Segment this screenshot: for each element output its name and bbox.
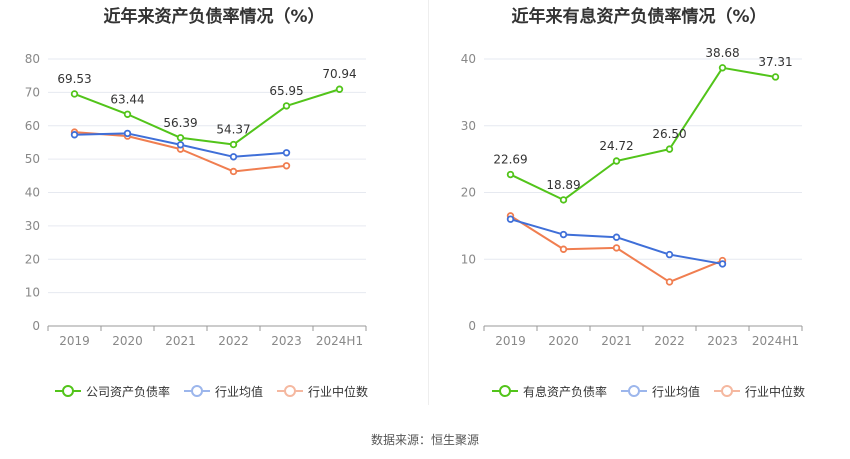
y-tick-label: 70 [25, 85, 40, 99]
data-point [665, 145, 674, 153]
x-tick-label: 2021 [601, 334, 632, 348]
data-label: 22.69 [493, 153, 527, 167]
legend-label: 行业中位数 [745, 384, 806, 399]
legend-marker-icon [492, 385, 518, 397]
x-tick-label: 2020 [112, 334, 143, 348]
data-label: 24.72 [599, 139, 633, 153]
data-source-note: 数据来源：恒生聚源 [370, 433, 479, 447]
x-tick-label: 2024H1 [316, 334, 363, 348]
data-point [612, 244, 621, 252]
y-tick-label: 20 [461, 186, 476, 200]
data-point [282, 102, 291, 110]
y-tick-label: 80 [25, 52, 40, 66]
y-tick-label: 0 [32, 319, 40, 333]
data-point [123, 129, 132, 138]
series-line [74, 88, 340, 146]
data-point [335, 85, 344, 93]
legend-item-industry-avg[interactable]: 行业均值 [621, 383, 700, 400]
legend-item-industry-avg[interactable]: 行业均值 [184, 383, 263, 400]
x-tick-label: 2019 [59, 334, 90, 348]
data-point [718, 64, 727, 72]
data-point [506, 170, 515, 179]
data-label: 18.89 [546, 178, 580, 192]
data-label: 56.39 [163, 116, 197, 130]
data-label: 38.68 [705, 46, 739, 60]
data-label: 70.94 [322, 67, 356, 81]
y-tick-label: 40 [461, 52, 476, 66]
data-point [559, 196, 568, 204]
data-point [176, 134, 185, 142]
data-point [771, 73, 780, 81]
y-tick-label: 60 [25, 119, 40, 133]
chart-title-left: 近年来资产负债率情况（%） [103, 7, 325, 27]
data-point [176, 141, 185, 149]
y-tick-label: 30 [25, 219, 40, 233]
x-tick-label: 2022 [218, 334, 249, 348]
data-point [282, 149, 291, 157]
legend-marker-icon [184, 385, 211, 397]
data-point [612, 233, 621, 241]
data-point [612, 157, 621, 165]
series-line [510, 218, 723, 265]
data-point [559, 245, 568, 253]
chart-title-right: 近年来有息资产负债率情况（%） [511, 7, 767, 27]
data-point [282, 162, 291, 170]
x-tick-label: 2019 [495, 334, 526, 348]
y-tick-label: 30 [461, 119, 476, 133]
legend-item-industry-median[interactable]: 行业中位数 [714, 383, 805, 400]
data-label: 63.44 [110, 92, 144, 106]
legend-label: 公司资产负债率 [86, 384, 171, 399]
y-tick-label: 40 [25, 186, 40, 200]
x-tick-label: 2021 [165, 334, 196, 348]
data-label: 69.53 [57, 72, 91, 86]
data-point [665, 250, 674, 259]
legend-marker-icon [714, 385, 741, 397]
x-tick-label: 2024H1 [752, 334, 799, 348]
data-label: 37.31 [758, 55, 792, 69]
data-label: 54.37 [216, 123, 250, 137]
legend-item-company[interactable]: 公司资产负债率 [55, 383, 170, 400]
data-point [718, 260, 727, 268]
data-label: 26.50 [652, 127, 686, 141]
legend-marker-icon [277, 385, 304, 397]
data-label: 65.95 [269, 84, 303, 98]
data-point [559, 230, 568, 239]
data-point [229, 153, 238, 161]
legend-item-industry-median[interactable]: 行业中位数 [277, 383, 368, 400]
data-point [229, 167, 238, 176]
data-point [70, 90, 79, 98]
data-point [665, 278, 674, 286]
legend-marker-icon [621, 385, 648, 397]
legend-marker-icon [55, 385, 81, 397]
y-tick-label: 10 [25, 286, 40, 300]
series-line [510, 66, 776, 201]
legend-left: 公司资产负债率 行业均值 行业中位数 [55, 381, 368, 401]
x-tick-label: 2022 [654, 334, 685, 348]
legend-right: 有息资产负债率 行业均值 行业中位数 [492, 381, 805, 401]
x-tick-label: 2023 [707, 334, 738, 348]
x-tick-label: 2023 [271, 334, 302, 348]
legend-label: 行业中位数 [308, 384, 369, 399]
y-tick-label: 0 [468, 319, 476, 333]
data-point [506, 215, 515, 223]
y-tick-label: 10 [461, 252, 476, 266]
y-tick-label: 50 [25, 152, 40, 166]
legend-label: 有息资产负债率 [523, 384, 608, 399]
data-point [229, 140, 238, 149]
data-point [123, 110, 132, 118]
data-point [70, 131, 79, 139]
legend-label: 行业均值 [652, 384, 701, 399]
panel-divider [428, 0, 429, 405]
legend-item-company[interactable]: 有息资产负债率 [492, 383, 607, 400]
y-tick-label: 20 [25, 252, 40, 266]
legend-label: 行业均值 [215, 384, 264, 399]
x-tick-label: 2020 [548, 334, 579, 348]
